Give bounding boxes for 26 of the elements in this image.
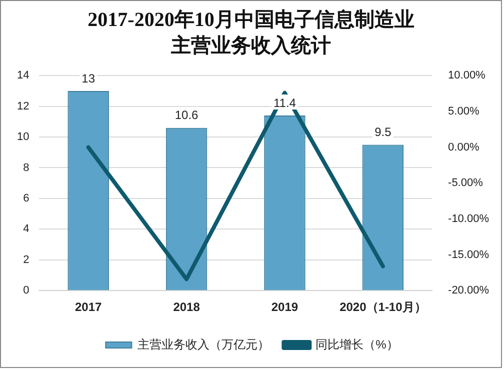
y-tick-label: 12 [16,100,30,112]
y2-tick-label: -20.00% [448,284,490,297]
legend-label: 同比增长（%） [316,337,398,352]
y-tick-label: 14 [16,70,30,82]
y2-tick-label: -10.00% [448,212,490,225]
x-tick-label: 2020（1-10月） [340,300,426,314]
y-tick-label: 10 [16,131,30,144]
y-tick-label: 8 [23,162,30,174]
legend-label: 主营业务收入（万亿元） [138,337,270,352]
data-label: 10.6 [174,108,199,122]
y2-tick-label: 5.00% [448,105,480,118]
y2-tick-label: -15.00% [448,248,490,261]
y-tick-label: 0 [23,284,30,297]
y-tick-label: 2 [23,254,30,266]
y2-tick-label: 10.00% [448,70,486,82]
x-tick-label: 2019 [271,300,298,314]
x-tick-label: 2018 [173,300,200,314]
data-label: 9.5 [374,125,392,140]
data-label: 13 [82,71,96,86]
y-tick-label: 4 [23,223,30,236]
chart-title: 2017-2020年10月中国电子信息制造业主营业务收入统计 [86,8,416,59]
y2-tick-label: 0.00% [448,141,480,154]
x-tick-label: 2017 [74,300,102,314]
data-label: 11.4 [273,96,296,110]
y-tick-label: 6 [23,192,30,204]
y2-tick-label: -5.00% [448,177,484,190]
